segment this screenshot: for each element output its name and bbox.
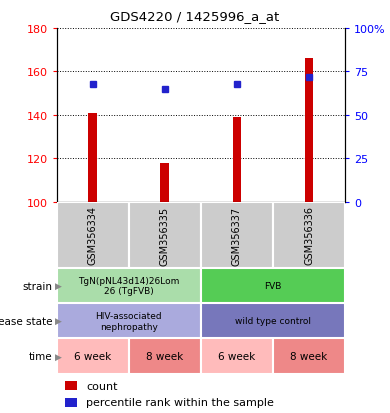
Bar [88,114,97,202]
Text: HIV-associated
nephropathy: HIV-associated nephropathy [96,311,162,331]
Text: GSM356337: GSM356337 [232,206,242,265]
Text: 6 week: 6 week [218,351,255,361]
Bar [57,339,129,374]
Text: GDS4220 / 1425996_a_at: GDS4220 / 1425996_a_at [110,10,280,23]
Bar [65,398,77,407]
Bar [129,202,201,268]
Text: ▶: ▶ [55,317,62,325]
Text: GSM356334: GSM356334 [88,206,98,265]
Text: GSM356336: GSM356336 [304,206,314,265]
Text: ▶: ▶ [55,282,62,290]
Bar [57,268,201,304]
Bar [160,163,169,202]
Text: strain: strain [23,281,53,291]
Text: 6 week: 6 week [74,351,111,361]
Text: disease state: disease state [0,316,53,326]
Bar [273,339,345,374]
Bar [273,202,345,268]
Text: time: time [29,351,53,361]
Bar [65,381,77,390]
Text: 8 week: 8 week [291,351,328,361]
Text: ▶: ▶ [55,352,62,361]
Bar [57,304,201,339]
Bar [201,339,273,374]
Text: FVB: FVB [264,282,282,290]
Bar [305,59,314,202]
Text: 8 week: 8 week [146,351,183,361]
Bar [57,202,129,268]
Text: percentile rank within the sample: percentile rank within the sample [86,397,274,407]
Text: count: count [86,381,117,391]
Bar [201,268,345,304]
Bar [232,118,241,202]
Text: wild type control: wild type control [235,317,311,325]
Bar [129,339,201,374]
Bar [201,202,273,268]
Bar [201,304,345,339]
Text: TgN(pNL43d14)26Lom
26 (TgFVB): TgN(pNL43d14)26Lom 26 (TgFVB) [78,276,179,296]
Text: GSM356335: GSM356335 [160,206,170,265]
